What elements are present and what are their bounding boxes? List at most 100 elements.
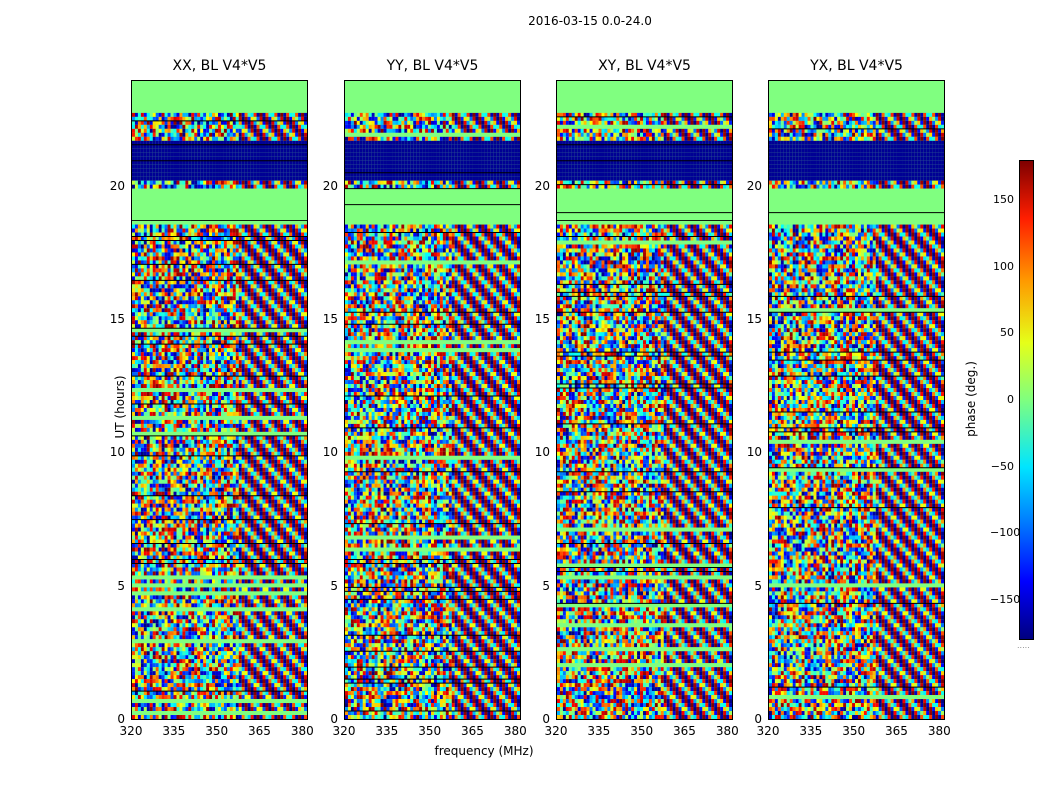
heatmap-cell bbox=[274, 328, 278, 333]
heatmap-cell bbox=[304, 384, 307, 389]
heatmap-cell bbox=[203, 184, 207, 189]
heatmap-cell bbox=[286, 292, 290, 297]
heatmap-cell bbox=[238, 388, 242, 393]
heatmap-cell bbox=[280, 124, 284, 129]
heatmap-cell bbox=[292, 268, 296, 273]
heatmap-cell bbox=[289, 252, 293, 257]
heatmap-cell bbox=[289, 136, 293, 141]
heatmap-cell bbox=[137, 403, 141, 408]
heatmap-cell bbox=[149, 288, 153, 293]
heatmap-cell bbox=[143, 216, 147, 221]
heatmap-cell bbox=[170, 388, 174, 393]
heatmap-cell bbox=[244, 427, 248, 432]
heatmap-cell bbox=[206, 411, 210, 416]
heatmap-cell bbox=[226, 332, 230, 337]
heatmap-cell bbox=[283, 380, 287, 385]
heatmap-cell bbox=[253, 264, 257, 269]
heatmap-cell bbox=[215, 248, 219, 253]
heatmap-cell bbox=[280, 407, 284, 412]
heatmap-cell bbox=[277, 427, 281, 432]
heatmap-cell bbox=[149, 188, 153, 193]
heatmap-cell bbox=[140, 435, 144, 440]
heatmap-cell bbox=[137, 352, 141, 357]
heatmap-cell bbox=[256, 304, 260, 309]
heatmap-cell bbox=[283, 284, 287, 289]
heatmap-cell bbox=[137, 272, 141, 277]
heatmap-cell bbox=[289, 180, 293, 185]
heatmap-cell bbox=[140, 376, 144, 381]
heatmap-cell bbox=[283, 256, 287, 261]
heatmap-cell bbox=[197, 144, 201, 149]
heatmap-cell bbox=[220, 176, 224, 181]
heatmap-cell bbox=[149, 368, 153, 373]
heatmap-cell bbox=[134, 280, 138, 285]
heatmap-cell bbox=[259, 320, 263, 325]
heatmap-cell bbox=[229, 204, 233, 209]
heatmap-cell bbox=[158, 236, 162, 241]
heatmap-cell bbox=[289, 419, 293, 424]
heatmap-cell bbox=[134, 200, 138, 205]
heatmap-cell bbox=[176, 304, 180, 309]
heatmap-cell bbox=[268, 144, 272, 149]
heatmap-cell bbox=[271, 372, 275, 377]
heatmap-cell bbox=[212, 256, 216, 261]
heatmap-cell bbox=[134, 316, 138, 321]
heatmap-cell bbox=[140, 292, 144, 297]
heatmap-cell bbox=[226, 392, 230, 397]
heatmap-cell bbox=[235, 292, 239, 297]
heatmap-cell bbox=[229, 148, 233, 153]
heatmap-cell bbox=[137, 236, 141, 241]
heatmap-cell bbox=[143, 200, 147, 205]
heatmap-cell bbox=[238, 280, 242, 285]
heatmap-cell bbox=[304, 364, 307, 369]
heatmap-cell bbox=[262, 260, 266, 265]
heatmap-cell bbox=[212, 252, 216, 257]
heatmap-cell bbox=[137, 320, 141, 325]
heatmap-cell bbox=[295, 228, 299, 233]
heatmap-cell bbox=[298, 112, 302, 117]
heatmap-cell bbox=[301, 264, 305, 269]
heatmap-cell bbox=[304, 228, 307, 233]
heatmap-cell bbox=[149, 172, 153, 177]
heatmap-cell bbox=[286, 128, 290, 133]
heatmap-cell bbox=[134, 164, 138, 169]
heatmap-cell bbox=[292, 403, 296, 408]
heatmap-cell bbox=[155, 240, 159, 245]
heatmap-cell bbox=[304, 352, 307, 357]
heatmap-cell bbox=[170, 272, 174, 277]
heatmap-cell bbox=[250, 236, 254, 241]
heatmap-cell bbox=[274, 356, 278, 361]
heatmap-cell bbox=[301, 240, 305, 245]
heatmap-cell bbox=[143, 152, 147, 157]
heatmap-cell bbox=[140, 144, 144, 149]
heatmap-cell bbox=[271, 423, 275, 428]
heatmap-cell bbox=[206, 156, 210, 161]
heatmap-cell bbox=[241, 280, 245, 285]
heatmap-cell bbox=[265, 340, 269, 345]
heatmap-cell bbox=[188, 268, 192, 273]
heatmap-cell bbox=[215, 324, 219, 329]
heatmap-cell bbox=[265, 328, 269, 333]
heatmap-cell bbox=[253, 232, 257, 237]
heatmap-cell bbox=[191, 360, 195, 365]
heatmap-cell bbox=[170, 240, 174, 245]
heatmap-cell bbox=[232, 392, 236, 397]
heatmap-cell bbox=[185, 128, 189, 133]
heatmap-cell bbox=[200, 324, 204, 329]
heatmap-cell bbox=[137, 411, 141, 416]
heatmap-cell bbox=[132, 308, 135, 313]
heatmap-cell bbox=[185, 272, 189, 277]
heatmap-cell bbox=[167, 411, 171, 416]
heatmap-cell bbox=[197, 164, 201, 169]
heatmap-cell bbox=[200, 304, 204, 309]
heatmap-cell bbox=[259, 128, 263, 133]
heatmap-cell bbox=[132, 200, 135, 205]
heatmap-cell bbox=[212, 388, 216, 393]
heatmap-cell bbox=[256, 200, 260, 205]
heatmap-cell bbox=[256, 348, 260, 353]
heatmap-cell bbox=[238, 128, 242, 133]
heatmap-cell bbox=[238, 423, 242, 428]
heatmap-cell bbox=[179, 252, 183, 257]
heatmap-cell bbox=[244, 320, 248, 325]
heatmap-cell bbox=[220, 396, 224, 400]
